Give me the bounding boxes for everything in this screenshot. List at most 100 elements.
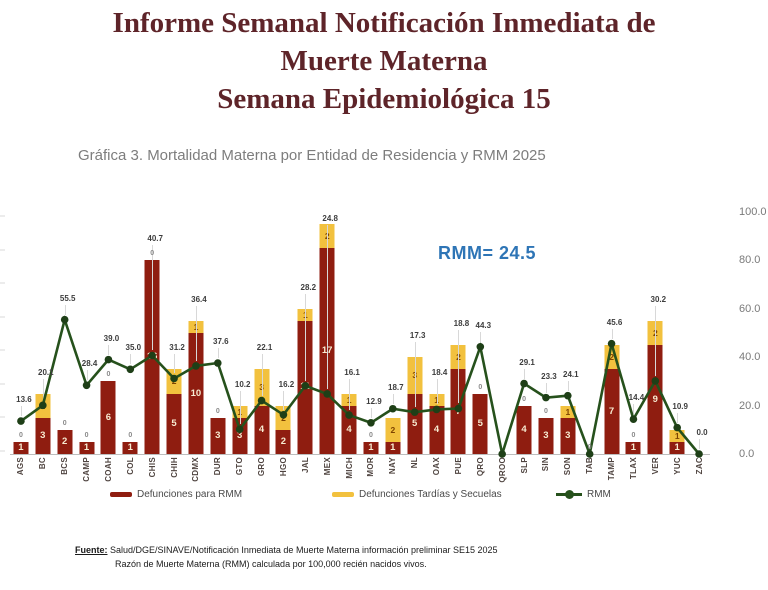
title-line-3: Semana Epidemiológica 15 <box>217 83 551 115</box>
zero-count-label: 0 <box>587 444 592 451</box>
x-axis-label: JAL <box>294 457 316 489</box>
x-axis-label: CDMX <box>185 457 207 489</box>
x-axis-label-text: MOR <box>366 457 376 477</box>
rmm-value-label: 10.9 <box>672 401 688 411</box>
rmm-marker <box>104 355 113 364</box>
chart-column: 1 <box>76 212 98 454</box>
zero-count-label: 0 <box>150 250 155 258</box>
x-axis-label: TAMP <box>601 457 623 489</box>
yellow-bar-segment <box>385 417 401 442</box>
rmm-value-label: 17.3 <box>409 331 426 341</box>
x-axis-label: TAB <box>579 457 601 489</box>
rmm-marker <box>673 423 681 432</box>
x-axis-label: OAX <box>426 457 448 489</box>
rmm-value-label: 14.4 <box>628 393 645 403</box>
zero-count-label: 0 <box>478 383 483 391</box>
red-count-label: 1 <box>368 441 374 453</box>
left-axis-tick <box>0 382 5 385</box>
rmm-value-label: 16.2 <box>278 379 295 389</box>
zero-count-label: 0 <box>84 431 89 439</box>
x-axis-label-text: CDMX <box>191 457 201 482</box>
red-bar-segment <box>669 441 685 454</box>
chart-column: 3 <box>535 212 557 454</box>
rmm-marker <box>345 411 353 419</box>
label-leader-line <box>699 439 701 449</box>
label-leader-line <box>633 404 635 415</box>
x-axis-label-text: YUC <box>672 457 682 475</box>
x-axis-labels: AGS BC BCS CAMP COAH COL CHIS CHIH CDMX DUR GTO GRO… <box>10 457 710 489</box>
legend-swatch-icon <box>110 492 132 497</box>
zero-count-label: 0 <box>62 419 67 427</box>
x-axis-label-text: CHIH <box>169 457 179 478</box>
right-axis-tick: 0.0 <box>739 448 755 460</box>
rmm-marker <box>498 450 506 458</box>
x-axis-label: BC <box>32 457 54 489</box>
chart-column: 6 <box>98 212 120 454</box>
red-bar-segment <box>79 441 95 454</box>
chart-column: 2 <box>54 212 76 454</box>
rmm-annotation-label: RMM= <box>438 243 494 263</box>
rmm-value-label: 39.0 <box>103 333 120 343</box>
rmm-marker <box>367 418 375 427</box>
rmm-marker <box>432 405 441 414</box>
rmm-marker <box>542 393 550 402</box>
zero-count-label: 0 <box>128 431 133 439</box>
rmm-marker <box>301 381 310 390</box>
x-axis-label-text: MICH <box>344 457 354 479</box>
yellow-count-label: 1 <box>565 406 571 417</box>
rmm-value-label: 31.2 <box>169 343 185 353</box>
red-bar-segment <box>429 405 445 454</box>
label-leader-line <box>458 330 460 404</box>
x-axis-label: COL <box>119 457 141 489</box>
label-leader-line <box>195 305 197 361</box>
rmm-marker <box>192 362 200 370</box>
x-axis-label: GRO <box>251 457 273 489</box>
rmm-value-label: 0.0 <box>696 428 708 437</box>
rmm-line-path <box>20 315 701 459</box>
rmm-marker <box>126 365 135 374</box>
right-axis-tick: 40.0 <box>739 351 761 364</box>
red-bar-segment <box>560 417 576 454</box>
zero-count-label: 0 <box>543 407 548 415</box>
x-axis-label-text: CHIS <box>147 457 157 478</box>
rmm-marker <box>607 339 616 348</box>
rmm-marker <box>323 390 331 398</box>
x-axis-label-text: TLAX <box>628 457 638 480</box>
rmm-value-label: 18.7 <box>388 382 404 392</box>
x-axis-label: TLAX <box>623 457 645 489</box>
label-leader-line <box>392 393 394 404</box>
x-axis-label-text: BC <box>38 457 48 470</box>
label-leader-line <box>130 354 132 365</box>
x-axis-label: CAMP <box>76 457 98 489</box>
x-axis-label: MEX <box>316 457 338 489</box>
red-count-label: 4 <box>346 423 352 435</box>
red-count-label: 2 <box>280 435 287 447</box>
zero-count-label: 0 <box>522 395 527 403</box>
red-count-label: 1 <box>390 441 396 453</box>
red-bar-segment <box>647 345 663 454</box>
legend-swatch-icon <box>332 492 354 497</box>
x-axis-label-text: SIN <box>541 457 551 472</box>
report-title: Informe Semanal Notificación Inmediata d… <box>0 4 768 118</box>
x-axis-label: GTO <box>229 457 251 489</box>
title-line-2: Muerte Materna <box>280 45 488 77</box>
title-line-1: Informe Semanal Notificación Inmediata d… <box>112 7 656 39</box>
rmm-marker <box>629 415 638 423</box>
x-axis-label: COAH <box>98 457 120 489</box>
red-count-label: 1 <box>674 441 680 453</box>
left-axis-tick <box>0 282 5 284</box>
red-count-label: 5 <box>171 417 177 429</box>
label-leader-line <box>611 328 613 339</box>
rmm-value-label: 36.4 <box>191 294 207 304</box>
x-axis-label: NL <box>404 457 426 489</box>
rmm-annotation-value: 24.5 <box>499 243 537 263</box>
rmm-marker <box>695 450 703 458</box>
red-bar-segment <box>385 441 401 454</box>
red-bar-segment <box>363 441 379 454</box>
label-leader-line <box>327 225 329 389</box>
x-axis-label: PUE <box>448 457 470 489</box>
x-axis-label-text: VER <box>650 457 660 475</box>
x-axis-label-text: JAL <box>300 457 310 474</box>
red-bar-segment <box>472 393 488 454</box>
